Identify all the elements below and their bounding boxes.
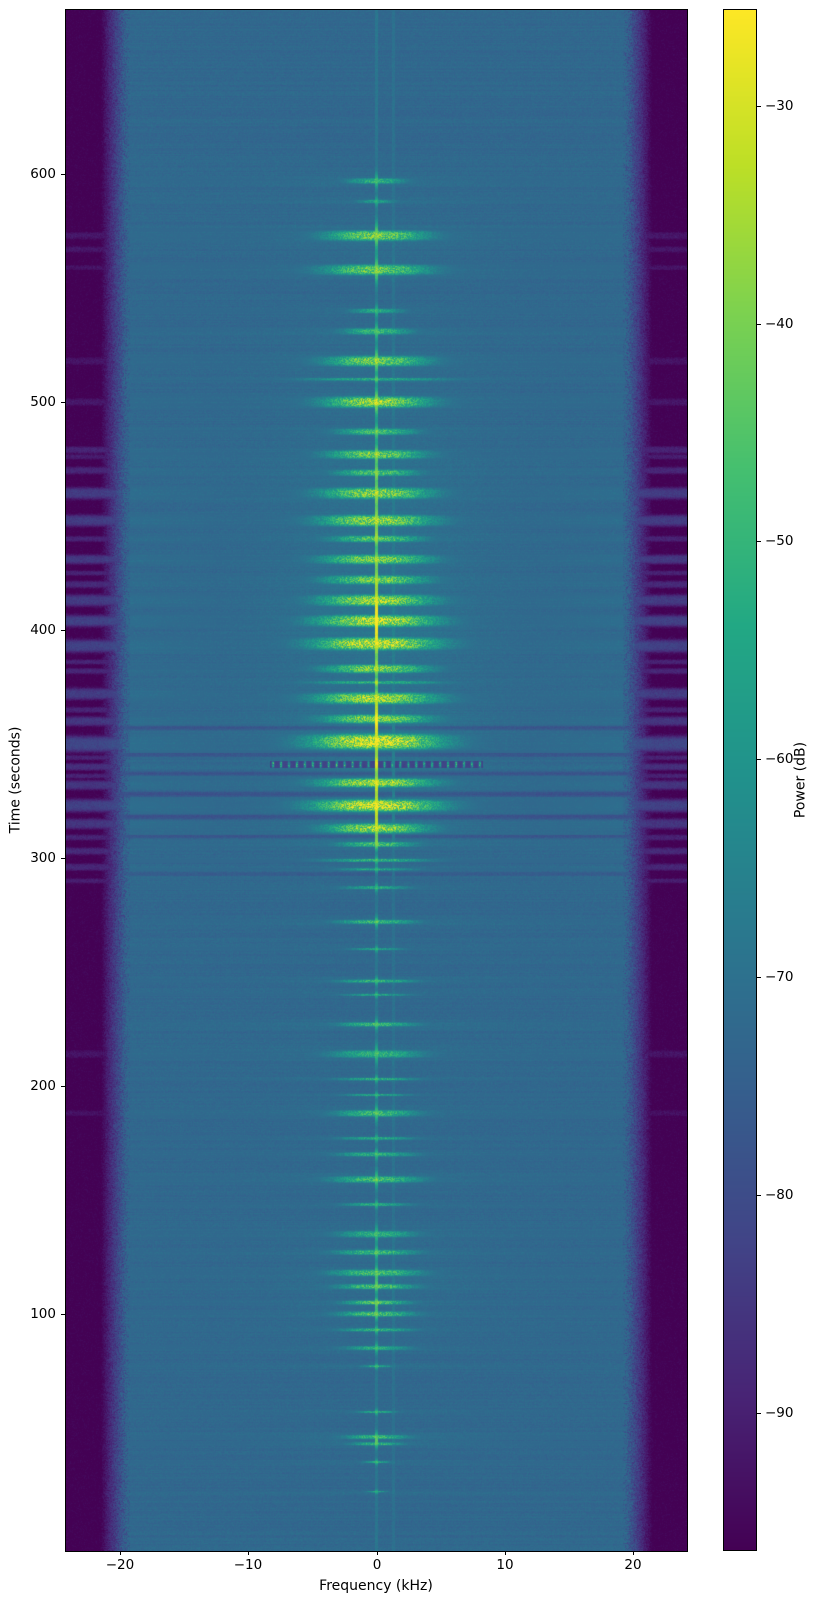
y-tick-label: 400 xyxy=(30,622,56,638)
x-tick-label: −20 xyxy=(105,1557,135,1573)
x-tick-mark xyxy=(504,1551,506,1555)
y-tick-label: 200 xyxy=(30,1078,56,1094)
x-tick-mark xyxy=(632,1551,634,1555)
colorbar-tick-label: −30 xyxy=(765,98,794,114)
colorbar-tick-mark xyxy=(757,324,761,325)
colorbar-tick-mark xyxy=(757,759,761,760)
colorbar-tick-mark xyxy=(757,977,761,978)
y-tick-label: 500 xyxy=(30,394,56,410)
y-tick-label: 100 xyxy=(30,1306,56,1322)
x-axis-label: Frequency (kHz) xyxy=(319,1578,433,1594)
y-tick-mark xyxy=(61,630,65,631)
y-tick-mark xyxy=(61,1086,65,1087)
x-tick-label: 20 xyxy=(624,1557,642,1573)
colorbar-tick-label: −80 xyxy=(765,1187,794,1203)
y-tick-mark xyxy=(61,858,65,859)
x-tick-label: 0 xyxy=(372,1557,382,1573)
colorbar-tick-label: −50 xyxy=(765,533,794,549)
x-tick-mark xyxy=(119,1551,121,1555)
x-tick-mark xyxy=(376,1551,378,1555)
x-tick-label: 10 xyxy=(496,1557,514,1573)
x-tick-label: −10 xyxy=(233,1557,263,1573)
colorbar-tick-mark xyxy=(757,106,761,107)
colorbar-tick-mark xyxy=(757,541,761,542)
y-tick-mark xyxy=(61,402,65,403)
colorbar-tick-mark xyxy=(757,1195,761,1196)
colorbar-tick-label: −60 xyxy=(765,751,794,767)
y-tick-label: 600 xyxy=(30,166,56,182)
colorbar-tick-label: −90 xyxy=(765,1405,794,1421)
y-tick-label: 300 xyxy=(30,850,56,866)
colorbar-tick-label: −40 xyxy=(765,316,794,332)
x-tick-mark xyxy=(247,1551,249,1555)
spectrogram-canvas xyxy=(65,9,688,1552)
colorbar-tick-mark xyxy=(757,1413,761,1414)
colorbar-tick-label: −70 xyxy=(765,969,794,985)
y-tick-mark xyxy=(61,1314,65,1315)
y-axis-label: Time (seconds) xyxy=(7,726,24,834)
y-tick-mark xyxy=(61,174,65,175)
colorbar-canvas xyxy=(723,9,757,1551)
